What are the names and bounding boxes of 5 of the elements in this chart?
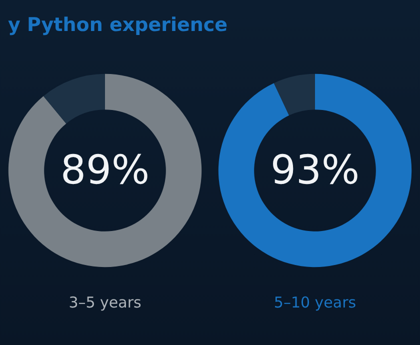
chart-title: y Python experience	[8, 14, 228, 36]
data-label: 93%	[270, 148, 360, 194]
text: 5–10 years	[274, 294, 356, 312]
data-label: 89%	[60, 148, 150, 194]
text: 3–5 years	[68, 294, 142, 312]
